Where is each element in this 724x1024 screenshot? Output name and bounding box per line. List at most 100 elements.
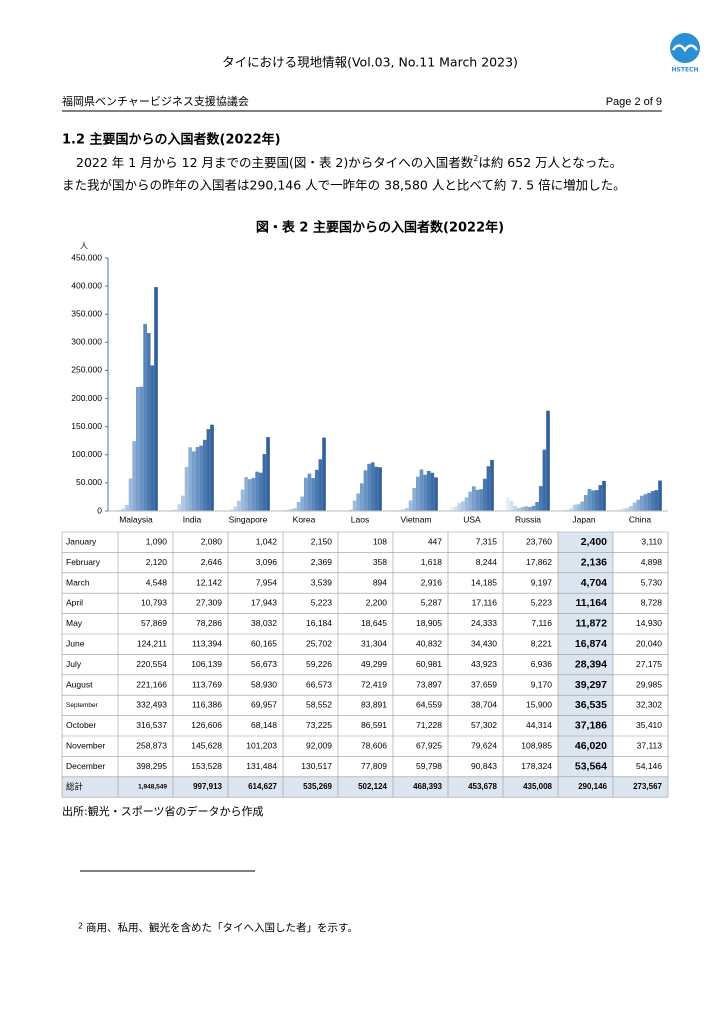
x-tick-label: China <box>629 514 651 524</box>
bar <box>125 504 129 511</box>
bar <box>457 503 462 511</box>
table-cell: 997,913 <box>193 782 222 791</box>
table-cell: 49,299 <box>361 659 387 669</box>
row-label: 総計 <box>66 782 84 793</box>
paragraph-line: 2022 年 1 月から 12 月までの主要国(図・表 2)からタイへの入国者数… <box>76 154 622 170</box>
bar <box>486 466 491 511</box>
bar <box>546 410 550 511</box>
table-cell: 40,832 <box>416 638 442 648</box>
table-cell: 9,197 <box>531 577 553 587</box>
bar <box>206 429 211 511</box>
table-cell: 535,269 <box>303 782 332 791</box>
table-cell: 64,559 <box>416 700 442 710</box>
table-cell: 36,535 <box>575 699 607 711</box>
bar <box>282 509 286 511</box>
table-cell: 9,170 <box>531 679 553 689</box>
table-cell: 2,916 <box>421 577 443 587</box>
table-cell: 12,142 <box>196 577 222 587</box>
y-tick-label: 350.000 <box>71 308 102 318</box>
table-cell: 894 <box>373 577 387 587</box>
table-cell: 83,891 <box>361 700 387 710</box>
table-cell: 10,793 <box>141 598 167 608</box>
table-cell: 31,304 <box>361 638 387 648</box>
x-tick-label: Laos <box>351 514 369 524</box>
table-cell: 32,302 <box>636 700 662 710</box>
table-cell: 1,618 <box>421 557 443 567</box>
bar <box>538 486 543 511</box>
table-cell: 3,539 <box>311 577 333 587</box>
bar <box>307 473 312 511</box>
bar <box>625 507 630 511</box>
bar <box>528 507 532 511</box>
bar <box>184 466 189 511</box>
table-cell: 435,008 <box>523 782 552 791</box>
bar <box>482 478 487 511</box>
bar <box>173 509 178 511</box>
x-tick-label: Singapore <box>229 514 268 524</box>
table-cell: 7,116 <box>531 618 552 628</box>
bar <box>285 509 290 511</box>
bar <box>378 467 382 511</box>
total-row-bg <box>62 776 668 798</box>
table-cell: 2,200 <box>366 598 388 608</box>
table-cell: 38,032 <box>251 618 277 628</box>
table-cell: 59,798 <box>416 761 442 771</box>
bar <box>210 424 214 511</box>
table-cell: 2,400 <box>581 536 607 548</box>
table-cell: 1,948,549 <box>138 784 167 791</box>
table-cell: 447 <box>428 536 442 546</box>
table-cell: 2,150 <box>311 536 333 546</box>
x-tick-label: India <box>183 514 202 524</box>
table-cell: 316,537 <box>136 720 167 730</box>
table-cell: 6,936 <box>531 659 553 669</box>
y-tick-label: 400.000 <box>71 280 102 290</box>
y-tick-label: 450.000 <box>71 252 102 262</box>
bar <box>202 439 207 511</box>
row-label: November <box>66 740 105 750</box>
bar <box>199 445 203 511</box>
bar <box>296 501 301 511</box>
bar <box>255 471 259 511</box>
bar <box>542 449 547 511</box>
table-cell: 130,517 <box>301 761 332 771</box>
bar <box>251 477 256 511</box>
bar <box>569 508 574 511</box>
table-cell: 68,148 <box>251 720 277 730</box>
table-cell: 398,295 <box>136 761 167 771</box>
x-tick-label: Russia <box>515 514 541 524</box>
table-cell: 71,228 <box>416 720 442 730</box>
bar <box>658 480 662 511</box>
bar <box>139 386 144 511</box>
bar <box>311 478 315 511</box>
table-cell: 1,090 <box>146 536 168 546</box>
bar <box>464 497 469 511</box>
table-cell: 101,203 <box>246 740 277 750</box>
table-cell: 8,728 <box>641 598 663 608</box>
table-cell: 126,606 <box>191 720 222 730</box>
source-note: 出所:観光・スポーツ省のデータから作成 <box>62 804 264 818</box>
bar <box>289 509 294 511</box>
bar <box>356 493 360 511</box>
table-cell: 178,324 <box>521 761 552 771</box>
table-cell: 11,164 <box>575 597 607 609</box>
bar <box>262 454 267 511</box>
footnote-ref: 2 <box>473 154 478 163</box>
table-cell: 108 <box>373 536 387 546</box>
bar <box>419 469 424 511</box>
bar <box>416 476 420 511</box>
bar <box>535 502 539 511</box>
row-label: August <box>66 679 93 689</box>
bar <box>531 505 536 511</box>
table-cell: 23,760 <box>526 536 552 546</box>
bar <box>468 491 472 511</box>
row-label: March <box>66 577 90 587</box>
table-cell: 3,096 <box>256 557 278 567</box>
bar <box>146 333 151 511</box>
bar <box>479 489 483 511</box>
table-cell: 18,905 <box>416 618 442 628</box>
y-tick-label: 0 <box>97 505 102 515</box>
table-cell: 5,223 <box>311 598 333 608</box>
bar <box>423 474 427 511</box>
table-cell: 221,166 <box>136 679 167 689</box>
